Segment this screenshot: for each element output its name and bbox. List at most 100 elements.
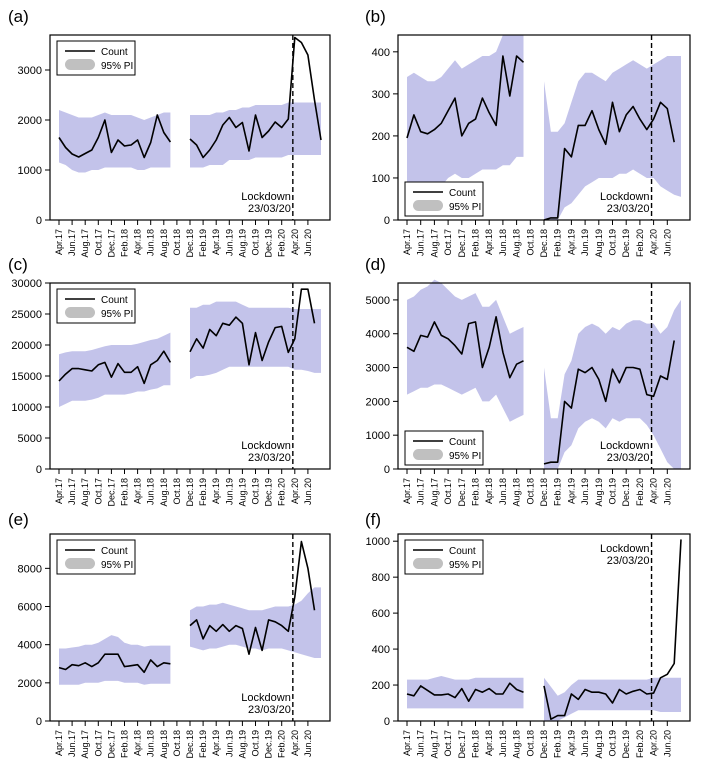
y-tick-label: 1000 xyxy=(366,430,390,442)
x-tick-label: Apr.18 xyxy=(133,229,143,255)
x-tick-label: Aug.19 xyxy=(237,730,247,759)
x-tick-label: Apr.20 xyxy=(649,478,659,504)
x-tick-label: Jun.19 xyxy=(224,478,234,505)
x-tick-label: Jun.20 xyxy=(303,730,313,757)
pi-band-segment-1 xyxy=(407,35,524,204)
chart-panel-b: (b) 0 100 200 300 400 Apr.17 Jun.17 Aug.17 Oct.17… xyxy=(365,7,691,258)
x-tick-label: Dec.17 xyxy=(457,478,467,507)
x-tick-label: Jun.18 xyxy=(498,229,508,256)
legend-count-label: Count xyxy=(449,546,476,557)
y-tick-label: 3000 xyxy=(18,65,42,77)
x-tick-label: Apr.20 xyxy=(290,478,300,504)
x-tick-label: Aug.18 xyxy=(512,478,522,507)
x-tick-label: Aug.18 xyxy=(159,229,169,258)
y-tick-label: 15000 xyxy=(11,371,42,383)
x-tick-label: Apr.19 xyxy=(211,730,221,756)
count-line-segment-2 xyxy=(189,288,316,366)
y-tick-label: 0 xyxy=(36,215,42,227)
count-line-segment-1 xyxy=(58,114,172,159)
legend-count-label: Count xyxy=(449,437,476,448)
y-tick-label: 2000 xyxy=(18,678,42,690)
x-tick-label: Oct.18 xyxy=(525,229,535,256)
x-tick-label: Feb.19 xyxy=(553,229,563,257)
x-tick-label: Oct.19 xyxy=(608,730,618,757)
x-tick-label: Apr.20 xyxy=(290,730,300,756)
y-tick-label: 2000 xyxy=(366,396,390,408)
lockdown-date-label: 23/03/20 xyxy=(607,452,650,464)
x-tick-label: Apr.18 xyxy=(484,478,494,504)
x-tick-label: Apr.17 xyxy=(54,730,64,756)
x-tick-label: Feb.18 xyxy=(471,730,481,758)
lockdown-label: Lockdown xyxy=(241,692,291,704)
legend-pi-label: 95% PI xyxy=(449,560,481,571)
y-tick-label: 3000 xyxy=(366,363,390,375)
legend-pi-label: 95% PI xyxy=(449,451,481,462)
x-tick-label: Dec.19 xyxy=(621,229,631,258)
x-tick-label: Dec.19 xyxy=(264,229,274,258)
x-tick-label: Aug.17 xyxy=(80,478,90,507)
pi-band-segment-1 xyxy=(59,635,171,685)
x-tick-label: Aug.17 xyxy=(429,730,439,759)
legend-count-label: Count xyxy=(101,546,128,557)
lockdown-date-label: 23/03/20 xyxy=(248,704,291,716)
x-tick-label: Jun.19 xyxy=(580,478,590,505)
pi-band-segment-2 xyxy=(190,301,321,380)
x-tick-label: Dec.18 xyxy=(185,730,195,759)
x-tick-label: Feb.18 xyxy=(120,478,130,506)
y-tick-label: 20000 xyxy=(11,340,42,352)
x-tick-label: Feb.19 xyxy=(553,730,563,758)
x-tick-label: Aug.18 xyxy=(512,730,522,759)
lockdown-label: Lockdown xyxy=(600,191,650,203)
count-line-segment-1 xyxy=(406,55,525,139)
x-tick-label: Aug.17 xyxy=(429,478,439,507)
x-tick-label: Apr.17 xyxy=(54,478,64,504)
legend-count-label: Count xyxy=(101,47,128,58)
legend-pi-label: 95% PI xyxy=(101,61,133,72)
x-tick-label: Apr.18 xyxy=(484,730,494,756)
lockdown-date-label: 23/03/20 xyxy=(248,203,291,215)
x-tick-label: Jun.18 xyxy=(146,730,156,757)
pi-band-segment-1 xyxy=(407,676,524,709)
x-tick-label: Oct.19 xyxy=(608,229,618,256)
x-tick-label: Aug.17 xyxy=(80,730,90,759)
y-tick-label: 1000 xyxy=(18,165,42,177)
x-tick-label: Aug.19 xyxy=(594,229,604,258)
y-tick-label: 6000 xyxy=(18,602,42,614)
lockdown-date-label: 23/03/20 xyxy=(607,555,650,567)
x-tick-label: Oct.17 xyxy=(93,730,103,757)
x-tick-label: Apr.17 xyxy=(402,478,412,504)
y-tick-label: 30000 xyxy=(11,278,42,290)
x-tick-label: Jun.18 xyxy=(146,229,156,256)
x-tick-label: Feb.20 xyxy=(635,730,645,758)
panel-label: (e) xyxy=(8,510,29,529)
y-tick-label: 2000 xyxy=(18,115,42,127)
x-tick-label: Dec.17 xyxy=(457,229,467,258)
x-tick-label: Apr.18 xyxy=(484,229,494,255)
legend: Count 95% PI xyxy=(56,288,136,324)
x-tick-label: Apr.18 xyxy=(133,478,143,504)
x-tick-label: Jun.17 xyxy=(416,478,426,505)
x-tick-label: Feb.20 xyxy=(635,229,645,257)
lockdown-label: Lockdown xyxy=(600,543,650,555)
x-tick-label: Jun.17 xyxy=(416,730,426,757)
x-tick-label: Apr.18 xyxy=(133,730,143,756)
legend-pi-swatch xyxy=(65,59,95,70)
y-tick-label: 4000 xyxy=(366,329,390,341)
x-tick-label: Feb.19 xyxy=(198,478,208,506)
y-tick-label: 10000 xyxy=(11,402,42,414)
chart-panel-f: (f) 0 200 400 600 800 1000 Apr.17 Jun.17 Aug.17 Oc… xyxy=(365,510,691,759)
x-tick-label: Jun.17 xyxy=(416,229,426,256)
x-tick-label: Dec.19 xyxy=(621,730,631,759)
y-tick-label: 0 xyxy=(384,716,390,728)
x-tick-label: Feb.18 xyxy=(471,229,481,257)
x-tick-label: Oct.18 xyxy=(172,730,182,757)
x-tick-label: Oct.18 xyxy=(172,229,182,256)
y-tick-label: 8000 xyxy=(18,563,42,575)
x-tick-label: Jun.19 xyxy=(580,730,590,757)
legend-pi-swatch xyxy=(65,307,95,318)
panel-label: (f) xyxy=(365,510,381,529)
x-tick-label: Jun.18 xyxy=(498,730,508,757)
pi-band-segment-2 xyxy=(544,299,681,469)
x-tick-label: Jun.19 xyxy=(224,730,234,757)
y-tick-label: 0 xyxy=(384,215,390,227)
